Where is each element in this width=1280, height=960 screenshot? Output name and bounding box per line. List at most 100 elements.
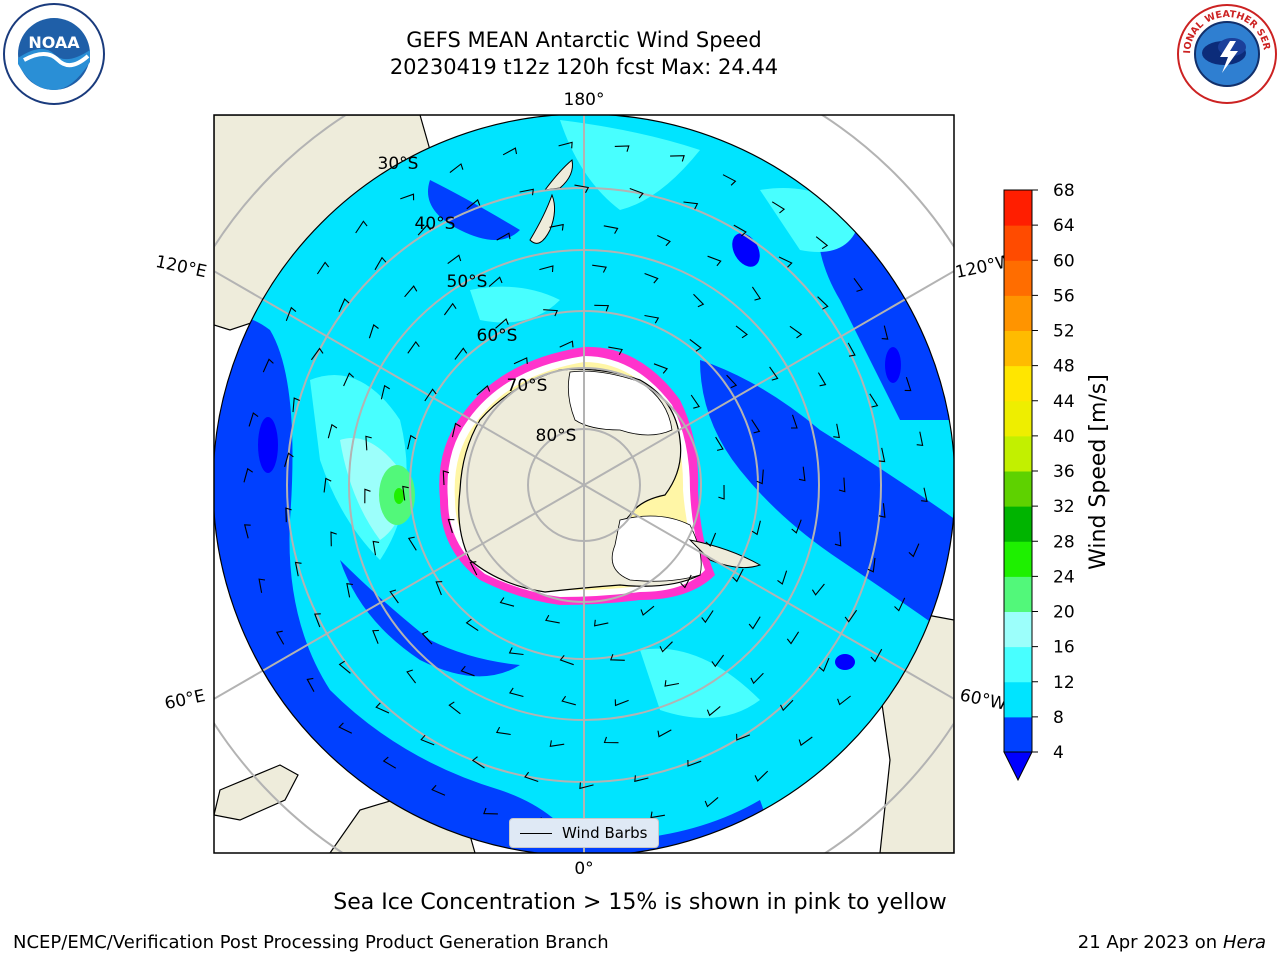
wind-barb [285, 507, 292, 523]
wind-barb [921, 487, 928, 503]
footer-date-text: 21 Apr 2023 on [1077, 932, 1218, 953]
wind-barb [833, 423, 840, 439]
wind-barb [243, 467, 254, 483]
wind-barb [431, 784, 446, 796]
wind-barb [292, 397, 300, 413]
wind-barb [657, 235, 671, 247]
wind-barb [657, 729, 672, 738]
wind-barb [687, 759, 702, 767]
wind-barb [670, 155, 685, 162]
colorbar-segment [1004, 365, 1032, 402]
wind-barb [847, 342, 856, 357]
colorbar-tick-label: 40 [1053, 427, 1075, 447]
wind-barb [495, 318, 509, 329]
wind-barb [798, 466, 806, 482]
wind-barb [545, 614, 560, 624]
lon-label-120e: 120°E [154, 252, 209, 282]
wind-barb [780, 699, 794, 712]
lat-label-80s: 80°S [536, 426, 577, 446]
wind-barb [365, 435, 372, 451]
wind-barb [466, 198, 481, 210]
wind-barb [407, 340, 420, 354]
colorbar-tick-label: 8 [1053, 708, 1064, 728]
wind-barb [524, 771, 539, 783]
wind-barb [539, 265, 554, 273]
wind-barb [499, 597, 515, 607]
wind-barb [559, 340, 574, 348]
wind-barb [327, 423, 338, 439]
wind-barb [756, 469, 764, 485]
wind-barb [908, 543, 920, 558]
wind-barb [284, 452, 294, 467]
colorbar-extend-triangle [1003, 751, 1033, 782]
wind-barb [579, 782, 594, 790]
wind-barb [644, 314, 660, 324]
wind-barb [815, 236, 829, 250]
wind-barb [878, 503, 886, 518]
wind-barb [364, 488, 371, 504]
wind-barb [355, 220, 368, 234]
wind-barb [751, 419, 761, 434]
wind-barb [733, 224, 747, 237]
wind-barb [834, 531, 842, 547]
wind-barb [435, 581, 443, 596]
wind-barb [750, 672, 764, 685]
colorbar-segment [1004, 260, 1032, 296]
colorbar-segment [1004, 611, 1032, 648]
wind-barb [650, 811, 665, 819]
wind-barb [881, 325, 889, 340]
wind-barb [559, 654, 574, 666]
wind-barb [406, 669, 417, 684]
colorbar-segment [1004, 400, 1032, 437]
wind-barb [447, 254, 462, 265]
wind-barb [707, 255, 722, 267]
lon-label-60w: 60°W [958, 685, 1008, 714]
wind-barbs-legend: Wind Barbs [509, 818, 659, 848]
wind-barb [447, 518, 455, 534]
wind-barb [798, 736, 813, 747]
wind-barb [374, 256, 387, 271]
wind-barb [904, 377, 912, 392]
colorbar-segment [1004, 646, 1032, 683]
wind-barb [424, 388, 437, 402]
wind-barb [592, 264, 607, 273]
wind-barb [653, 363, 669, 374]
wind-barb [449, 163, 464, 174]
wind-barb [314, 613, 321, 628]
wind-barb [262, 358, 274, 373]
wind-barb [323, 477, 332, 493]
wind-barb [735, 325, 748, 339]
wind-barb [285, 306, 297, 321]
wind-barb [786, 631, 800, 645]
wind-barb [330, 531, 337, 547]
wind-barb [509, 687, 524, 698]
wind-barb [495, 726, 511, 736]
sea-ice-caption: Sea Ice Concentration > 15% is shown in … [333, 890, 947, 915]
wind-barb [476, 384, 491, 396]
colorbar-segment [1004, 225, 1032, 261]
wind-barb [465, 618, 479, 632]
wind-barb [870, 648, 883, 663]
wind-barb [543, 309, 559, 317]
colorbar-tick-label: 44 [1053, 392, 1075, 412]
wind-barb [443, 302, 457, 316]
wind-barb [711, 654, 725, 668]
wind-barb [343, 372, 355, 387]
wind-barb [603, 736, 619, 744]
wind-barb [310, 347, 324, 361]
wind-barb [634, 775, 649, 783]
wind-barb [726, 374, 738, 389]
wind-barb [442, 470, 450, 486]
lat-label-60s: 60°S [477, 326, 518, 346]
wind-barb [469, 561, 478, 576]
wind-barb [629, 187, 644, 199]
wind-barb [372, 629, 379, 644]
wind-barb [294, 561, 302, 577]
wind-barb [380, 384, 390, 400]
wind-barb [593, 619, 609, 627]
footer-date: 21 Apr 2023 on Hera [1078, 932, 1266, 953]
wind-barb [777, 570, 788, 585]
wind-barb [248, 412, 259, 427]
